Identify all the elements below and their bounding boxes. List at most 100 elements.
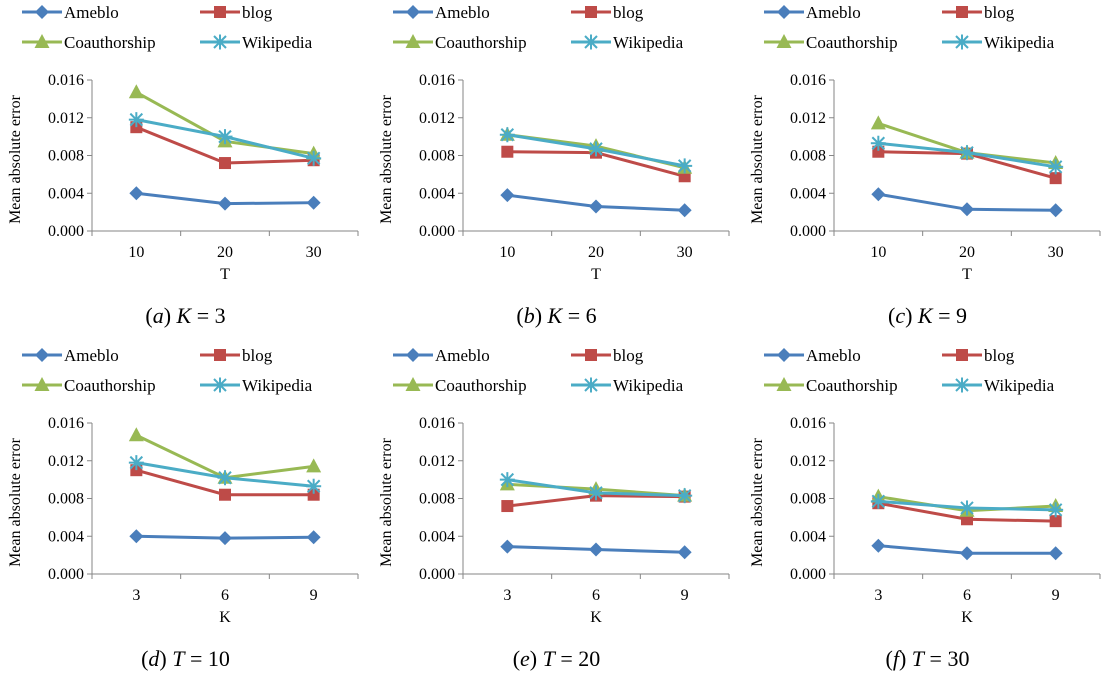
caption-part: e [520,646,530,671]
plot-area [128,84,322,211]
data-point [128,84,144,99]
y-tick-label: 0.016 [790,415,826,432]
plot-area [870,488,1064,561]
subfigure-caption: (b) K = 6 [371,303,742,329]
legend-marker [214,349,226,361]
data-point [872,145,885,158]
legend-label: Ameblo [806,346,861,365]
legend-item-wikipedia: Wikipedia [571,376,684,395]
legend-item-coauthorship: Coauthorship [22,376,156,395]
legend-label: Ameblo [435,3,490,22]
legend-item-blog: blog [571,3,644,22]
legend-item-ameblo: Ameblo [22,3,119,22]
legend-label: Wikipedia [984,33,1055,52]
caption-part: d [148,646,160,671]
subfigure-caption: (e) T = 20 [371,646,742,672]
legend-item-blog: blog [200,346,273,365]
caption-part: = 6 [562,303,597,328]
y-tick-label: 0.004 [48,528,84,545]
legend-label: Coauthorship [64,376,156,395]
legend-marker [35,348,49,362]
legend-item-coauthorship: Coauthorship [22,33,156,52]
axes: 0.000 0.004 0.008 0.012 0.016 3 6 9 [790,415,1101,604]
data-point [871,538,886,553]
x-axis-label: T [220,266,230,283]
legend-marker [583,34,599,50]
y-axis-label: Mean absolute error [749,437,766,567]
y-axis-label: Mean absolute error [7,437,24,567]
plot-area [870,115,1064,218]
data-point [1048,203,1063,218]
caption-part: ( [141,646,149,671]
caption-part: ) [163,303,177,328]
data-point [129,529,144,544]
legend-item-blog: blog [942,3,1015,22]
series-ameblo [129,186,321,211]
axes: 0.000 0.004 0.008 0.012 0.016 3 6 9 [48,415,359,604]
caption-part: K [547,303,563,328]
legend-marker [34,377,50,391]
series-wikipedia [499,127,693,174]
legend-marker [212,34,228,50]
data-point [217,470,233,486]
x-tick-label: 3 [503,587,511,604]
caption-part: ) [898,646,912,671]
data-point [501,145,514,158]
legend-label: Wikipedia [984,376,1055,395]
x-axis-label: K [961,609,973,626]
x-tick-label: 30 [1048,244,1064,261]
data-point [128,427,144,442]
data-point [960,546,974,561]
data-point [1049,172,1062,185]
subfigure-caption: (d) T = 10 [0,646,371,672]
y-tick-label: 0.016 [790,72,826,89]
y-tick-label: 0.008 [790,148,826,165]
data-point [130,464,143,477]
legend-item-ameblo: Ameblo [764,346,861,365]
caption-part: = 30 [924,646,970,671]
subfigure-caption: (a) K = 3 [0,303,371,329]
legend: Ameblo blog Coauthorship Wikipedia [393,3,684,52]
data-point [871,187,886,202]
y-axis-label: Mean absolute error [378,437,395,567]
x-tick-label: 10 [128,244,144,261]
data-point [306,150,322,166]
data-point [499,472,515,488]
x-tick-label: 30 [677,244,693,261]
x-axis-label: T [591,266,601,283]
chart-panel-f: Ameblo blog Coauthorship Wikipedia 0.000 0.00… [742,343,1113,686]
data-point [677,158,693,174]
caption-part: K [917,303,933,328]
data-point [959,145,975,161]
caption-part: a [152,303,164,328]
x-tick-label: 9 [1052,587,1060,604]
data-point [870,115,886,130]
chart-panel-a: Ameblo blog Coauthorship Wikipedia 0.000 0.00… [0,0,371,343]
x-tick-label: 6 [963,587,971,604]
series-wikipedia [128,455,322,494]
data-point [959,500,975,516]
series-ameblo [500,539,692,560]
data-point [306,530,321,545]
plot-area [499,126,693,218]
legend-marker [954,377,970,393]
legend-item-ameblo: Ameblo [764,3,861,22]
data-point [306,458,322,473]
data-point [588,485,604,501]
y-tick-label: 0.000 [419,223,455,240]
legend-marker [777,348,791,362]
legend-label: blog [242,346,273,365]
legend: Ameblo blog Coauthorship Wikipedia [393,346,684,395]
x-tick-label: 6 [221,587,229,604]
legend-label: Ameblo [64,346,119,365]
legend-item-wikipedia: Wikipedia [942,376,1055,395]
legend-label: blog [984,346,1015,365]
caption-part: ) [529,646,543,671]
legend-item-ameblo: Ameblo [393,346,490,365]
data-point [499,127,515,143]
series-ameblo [871,538,1063,561]
